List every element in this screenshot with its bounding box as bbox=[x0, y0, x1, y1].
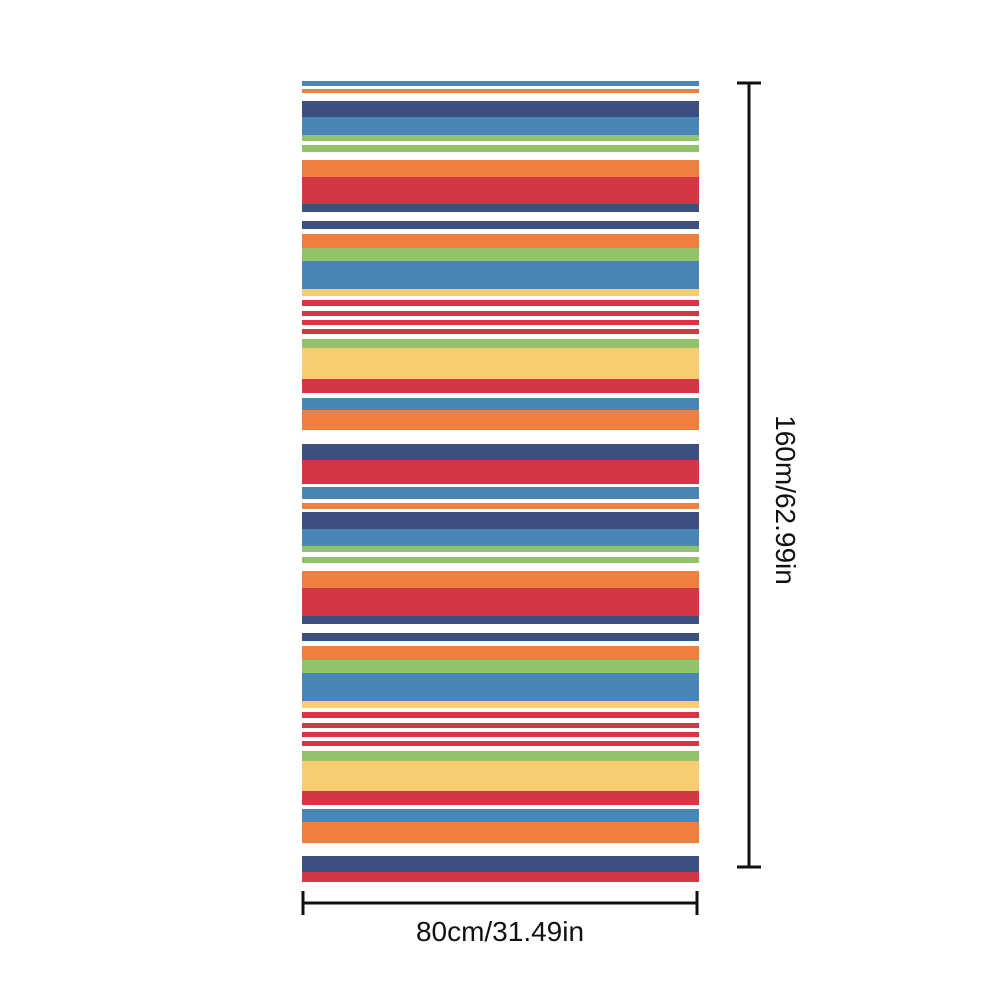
towel-stripe-yellow bbox=[302, 701, 699, 708]
width-dimension-marker bbox=[301, 891, 699, 915]
towel-stripe-orange bbox=[302, 410, 699, 430]
towel-stripe-blue bbox=[302, 398, 699, 410]
towel-stripe-red bbox=[302, 329, 699, 334]
towel-stripe-yellow bbox=[302, 761, 699, 791]
towel-stripe-blue bbox=[302, 261, 699, 289]
height-dimension-marker bbox=[737, 81, 761, 869]
towel-stripe-blue bbox=[302, 487, 699, 499]
towel-stripe-green bbox=[302, 339, 699, 348]
towel-stripe-green bbox=[302, 557, 699, 563]
towel-stripe-red bbox=[302, 379, 699, 393]
striped-towel bbox=[302, 81, 699, 882]
width-label: 80cm/31.49in bbox=[416, 916, 584, 947]
towel-stripe-blue bbox=[302, 673, 699, 701]
towel-stripe-red bbox=[302, 712, 699, 718]
towel-stripe-red bbox=[302, 723, 699, 728]
towel-stripe-yellow bbox=[302, 289, 699, 296]
towel-stripe-orange bbox=[302, 160, 699, 177]
towel-stripe-red bbox=[302, 791, 699, 805]
towel-stripe-navy bbox=[302, 512, 699, 529]
towel-stripe-red bbox=[302, 732, 699, 737]
towel-stripe-orange bbox=[302, 89, 699, 93]
towel-stripe-orange bbox=[302, 646, 699, 660]
towel-stripe-green bbox=[302, 248, 699, 261]
towel-stripe-navy bbox=[302, 856, 699, 872]
towel-stripe-red bbox=[302, 300, 699, 306]
towel-stripe-red bbox=[302, 741, 699, 746]
towel-stripe-red bbox=[302, 460, 699, 484]
towel-stripe-orange bbox=[302, 234, 699, 248]
towel-stripe-orange bbox=[302, 503, 699, 509]
towel-stripe-red bbox=[302, 320, 699, 325]
towel-stripe-green bbox=[302, 660, 699, 673]
towel-stripe-red bbox=[302, 311, 699, 316]
towel-stripe-yellow bbox=[302, 348, 699, 379]
towel-stripe-green bbox=[302, 751, 699, 761]
towel-stripe-blue bbox=[302, 81, 699, 86]
towel-stripe-red bbox=[302, 872, 699, 882]
towel-stripe-green bbox=[302, 135, 699, 141]
towel-stripe-navy bbox=[302, 221, 699, 229]
towel-stripe-orange bbox=[302, 822, 699, 843]
towel-stripe-red bbox=[302, 177, 699, 204]
towel-stripe-blue bbox=[302, 529, 699, 546]
towel-stripe-orange bbox=[302, 571, 699, 588]
towel-stripe-blue bbox=[302, 809, 699, 822]
towel-stripe-navy bbox=[302, 633, 699, 641]
towel-stripe-navy bbox=[302, 204, 699, 212]
towel-stripe-blue bbox=[302, 117, 699, 135]
towel-stripe-green bbox=[302, 145, 699, 152]
towel-stripe-green bbox=[302, 546, 699, 552]
towel-stripe-navy bbox=[302, 616, 699, 624]
towel-stripe-navy bbox=[302, 101, 699, 117]
towel-stripe-red bbox=[302, 588, 699, 616]
towel-stripe-navy bbox=[302, 444, 699, 460]
height-label: 160m/62.99in bbox=[770, 415, 801, 585]
